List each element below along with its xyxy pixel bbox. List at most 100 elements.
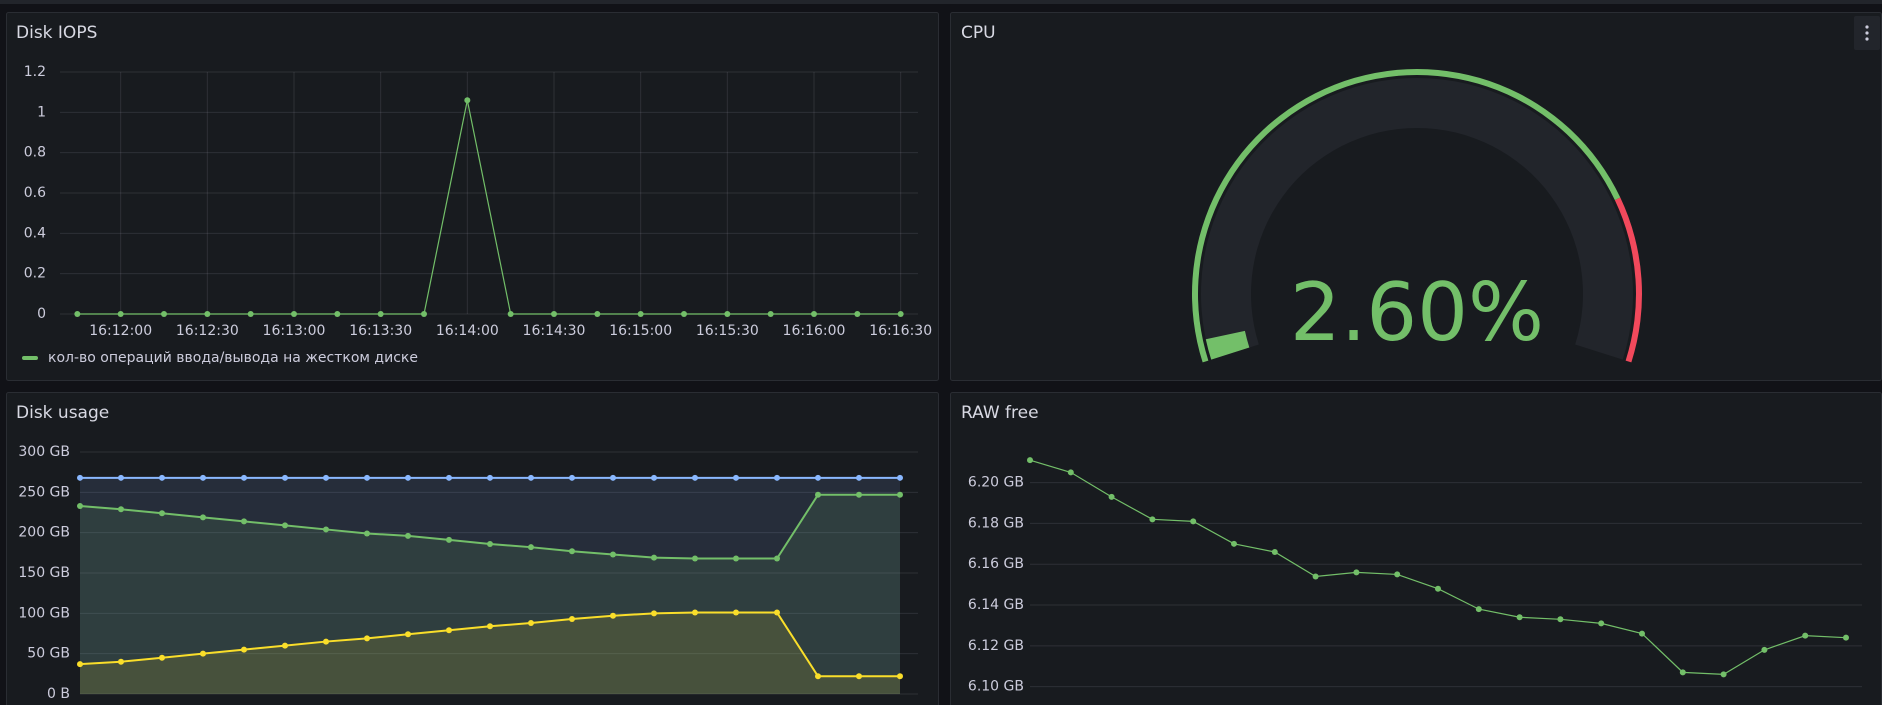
point (241, 518, 247, 525)
point (610, 551, 616, 558)
point (774, 609, 780, 616)
panel-menu[interactable] (1854, 16, 1880, 50)
gauge-value (1205, 330, 1250, 360)
point (1149, 516, 1156, 523)
y-tick-label: 6.14 GB (968, 597, 1024, 613)
point (856, 491, 862, 498)
point (528, 544, 534, 551)
point (323, 474, 329, 481)
point (856, 474, 862, 481)
point (724, 311, 731, 317)
point (241, 474, 247, 481)
point (811, 311, 817, 317)
point (815, 474, 821, 481)
gauge-value-label: 2.60% (1290, 266, 1544, 359)
point (1231, 540, 1237, 547)
point (282, 642, 288, 649)
point (159, 474, 165, 481)
point (897, 474, 903, 481)
point (77, 503, 83, 510)
point (364, 635, 370, 642)
point (118, 658, 124, 665)
point (692, 474, 698, 481)
panel (6, 12, 939, 381)
point (200, 650, 206, 657)
top-bar (0, 0, 1882, 4)
point (767, 311, 774, 317)
point (323, 638, 329, 645)
point (1843, 634, 1849, 641)
x-tick-label: 16:12:00 (89, 323, 152, 339)
point (774, 474, 780, 481)
x-tick-label: 16:15:00 (609, 323, 672, 339)
panel (6, 392, 939, 705)
point (1639, 630, 1645, 637)
point (200, 514, 206, 521)
y-tick-label: 6.10 GB (968, 679, 1024, 695)
point (651, 610, 657, 617)
point (334, 311, 341, 317)
point (1802, 632, 1809, 639)
y-tick-label: 0.2 (24, 266, 46, 282)
y-tick-label: 200 GB (18, 525, 70, 541)
gauge-track (1201, 78, 1634, 360)
point (377, 311, 384, 317)
point (1067, 469, 1074, 476)
point (897, 311, 904, 317)
point (464, 97, 471, 104)
y-tick-label: 0.4 (24, 225, 46, 241)
point (569, 615, 575, 622)
point (405, 532, 411, 539)
point (118, 474, 124, 481)
point (1108, 493, 1115, 500)
y-tick-label: 0.8 (24, 145, 46, 161)
point (733, 555, 739, 562)
point (774, 555, 780, 562)
point (733, 474, 739, 481)
point (1312, 573, 1319, 580)
y-tick-label: 6.20 GB (968, 475, 1024, 491)
point (291, 311, 297, 317)
point (897, 673, 903, 680)
y-tick-label: 100 GB (18, 605, 70, 621)
point (241, 646, 247, 653)
point (118, 506, 124, 513)
point (1516, 614, 1523, 621)
y-tick-label: 150 GB (18, 565, 70, 581)
point (74, 311, 81, 317)
y-tick-label: 6.12 GB (968, 638, 1024, 654)
x-tick-label: 16:12:30 (176, 323, 239, 339)
point (405, 631, 411, 638)
point (446, 627, 452, 634)
point (1353, 569, 1360, 576)
point (161, 311, 167, 317)
point (1720, 671, 1727, 678)
point (1679, 669, 1686, 676)
point (692, 609, 698, 616)
point (1557, 616, 1564, 623)
x-tick-label: 16:16:30 (869, 323, 932, 339)
point (117, 311, 124, 317)
area (80, 477, 900, 694)
y-tick-label: 6.16 GB (968, 556, 1024, 572)
point (733, 609, 739, 616)
point (854, 311, 861, 317)
point (159, 654, 165, 661)
panel-title: Disk usage (16, 403, 109, 423)
point (856, 673, 862, 680)
point (282, 474, 288, 481)
x-tick-label: 16:16:00 (783, 323, 846, 339)
point (594, 311, 601, 317)
point (487, 540, 493, 547)
point (1190, 518, 1197, 525)
point (528, 620, 534, 627)
point (651, 554, 657, 561)
x-tick-label: 16:15:30 (696, 323, 759, 339)
point (421, 311, 427, 317)
point (569, 474, 575, 481)
point (1027, 457, 1033, 464)
x-tick-label: 16:13:00 (263, 323, 326, 339)
area (80, 612, 900, 694)
point (551, 311, 557, 317)
